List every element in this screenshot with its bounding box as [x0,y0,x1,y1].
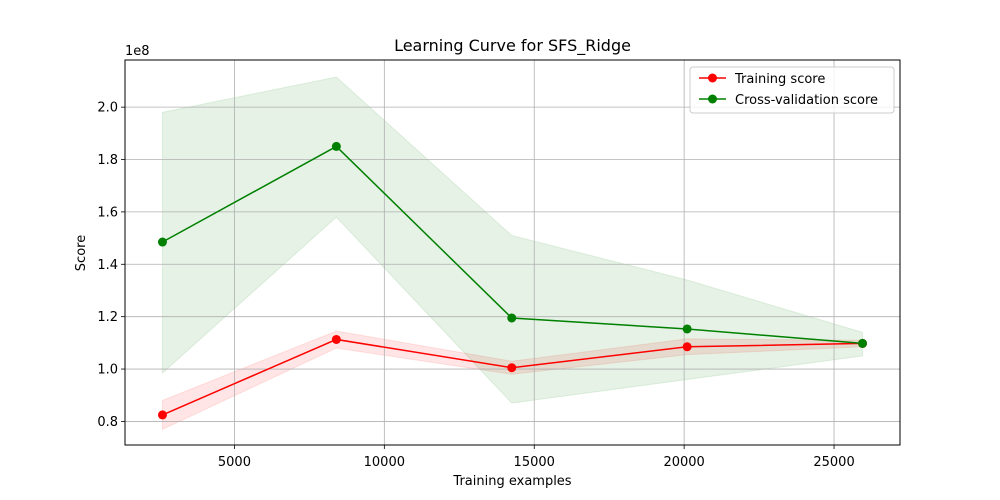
series-points [157,141,868,420]
x-tick-label: 10000 [364,455,405,470]
data-point-series-1 [507,313,517,323]
y-axis-scale-label: 1e8 [125,44,150,59]
chart-title: Learning Curve for SFS_Ridge [394,36,631,56]
x-tick-label: 15000 [514,455,555,470]
y-tick-label: 1.6 [97,205,118,220]
x-axis-ticks: 5000 10000 15000 20000 25000 [218,445,855,470]
y-tick-label: 0.8 [97,415,118,430]
legend: Training score Cross-validation score [689,66,895,114]
x-tick-label: 5000 [218,455,251,470]
data-point-series-0 [507,363,517,373]
y-tick-label: 1.8 [97,153,118,168]
data-point-series-1 [682,324,692,334]
y-tick-label: 1.0 [97,363,118,378]
legend-marker-cv [708,94,717,104]
y-axis-ticks: 0.8 1.0 1.2 1.4 1.6 1.8 2.0 [97,101,125,430]
confidence-band-1 [161,76,864,404]
data-point-series-0 [331,334,341,344]
legend-label-training: Training score [734,72,825,87]
legend-marker-training [708,73,717,83]
y-tick-label: 1.4 [97,258,118,273]
data-point-series-0 [682,342,692,352]
y-tick-label: 2.0 [97,101,118,116]
data-point-series-1 [858,338,868,348]
x-tick-label: 20000 [663,455,704,470]
legend-label-cv: Cross-validation score [735,93,878,108]
legend-box [689,66,895,114]
confidence-bands [161,76,864,431]
data-point-series-1 [331,141,341,151]
data-point-series-1 [157,237,167,247]
data-point-series-0 [157,410,167,420]
plot-area-frame [124,59,901,446]
x-tick-label: 25000 [813,455,854,470]
x-axis-label: Training examples [452,474,571,489]
y-axis-label: Score [74,235,89,271]
y-tick-label: 1.2 [97,310,118,325]
